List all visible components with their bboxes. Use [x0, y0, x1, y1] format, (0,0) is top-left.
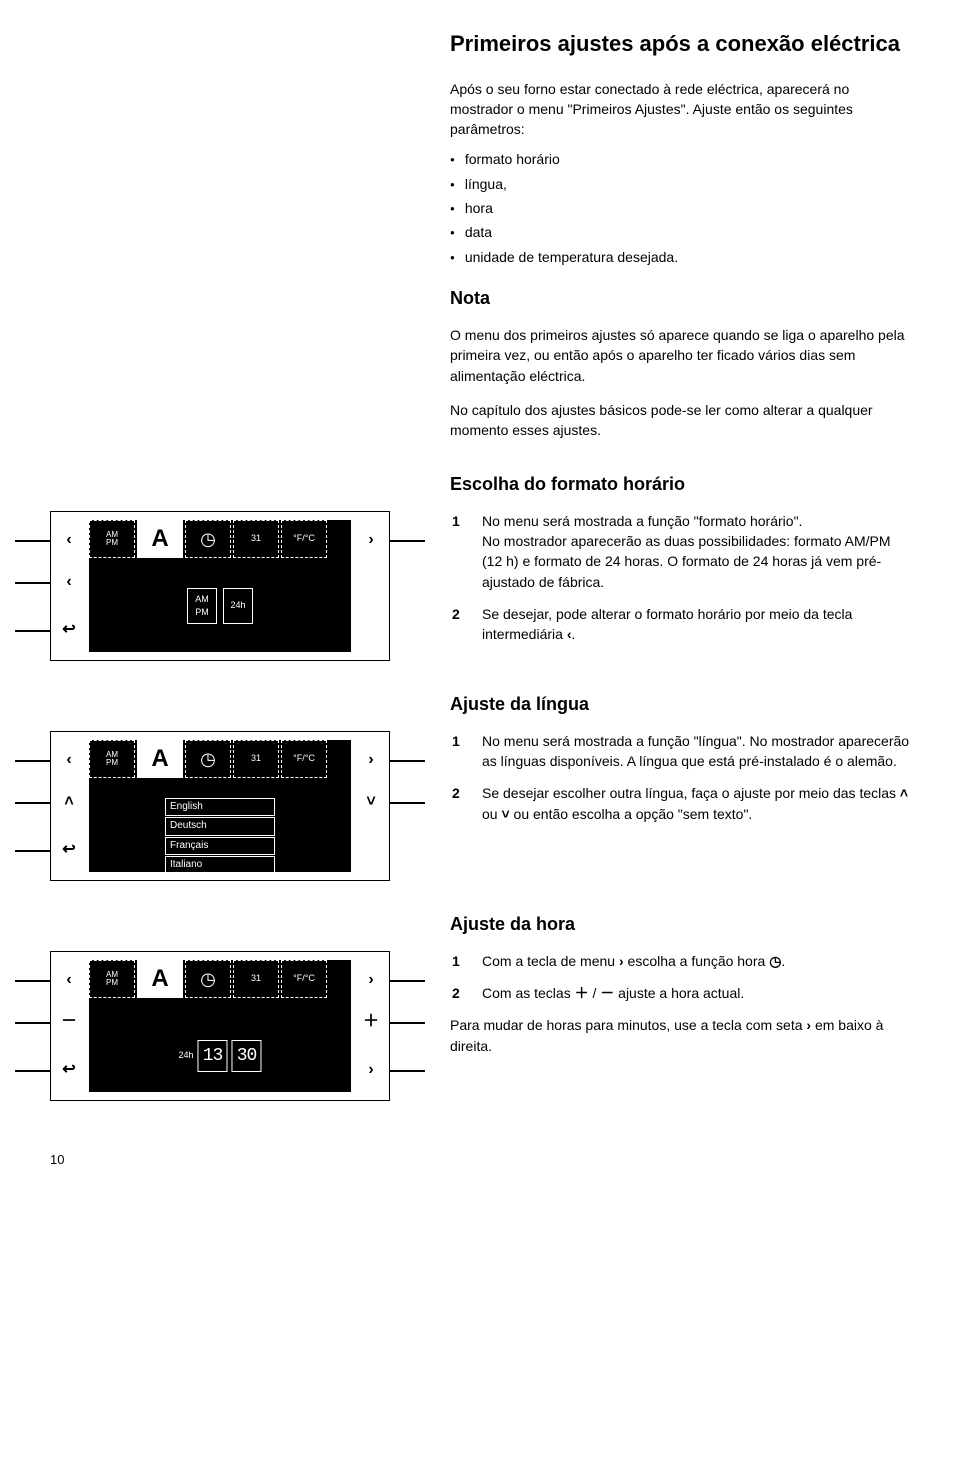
connector-line [15, 802, 51, 804]
nav-right-button[interactable]: › [359, 530, 383, 550]
down-button[interactable]: ˅ [359, 792, 383, 812]
language-option[interactable]: Français [165, 837, 275, 856]
down-arrow-icon: ˅ [501, 806, 509, 822]
tab-temp-unit[interactable]: °F/°C [281, 520, 327, 558]
connector-line [389, 760, 425, 762]
display-panel-time-format: ‹ ‹ ↩ › AM PM A ◷ 31 °F/°C AM [50, 511, 390, 661]
bullet-item: língua, [450, 174, 910, 194]
tab-ampm[interactable]: AM PM [89, 960, 135, 998]
step-text: Se desejar escolher outra língua, faça o… [482, 783, 910, 824]
section-heading: Ajuste da língua [450, 691, 910, 717]
connector-line [15, 540, 51, 542]
language-option[interactable]: Italiano [165, 856, 275, 875]
page-title: Primeiros ajustes após a conexão eléctri… [450, 30, 910, 59]
language-option[interactable]: Deutsch [165, 817, 275, 836]
nota-para-2: No capítulo dos ajustes básicos pode-se … [450, 400, 910, 441]
step-number: 1 [452, 951, 482, 971]
tab-language-active[interactable]: A [137, 960, 183, 998]
connector-line [15, 1070, 51, 1072]
connector-line [389, 980, 425, 982]
tab-clock[interactable]: ◷ [185, 740, 231, 778]
clock-24h-label: 24h [178, 1049, 193, 1062]
section-heading: Ajuste da hora [450, 911, 910, 937]
back-button[interactable]: ↩ [57, 1060, 81, 1080]
clock-minutes: 30 [232, 1040, 262, 1072]
back-button[interactable]: ↩ [57, 620, 81, 640]
nav-right-button[interactable]: › [359, 970, 383, 990]
nav-left-button[interactable]: ‹ [57, 530, 81, 550]
tab-language-active[interactable]: A [137, 740, 183, 778]
connector-line [389, 802, 425, 804]
nav-left-button[interactable]: ‹ [57, 750, 81, 770]
step-text: Com a tecla de menu › escolha a função h… [482, 951, 910, 971]
connector-line [15, 1022, 51, 1024]
nota-heading: Nota [450, 285, 910, 311]
nav-left-button[interactable]: ‹ [57, 970, 81, 990]
tab-calendar[interactable]: 31 [233, 960, 279, 998]
tab-clock[interactable]: ◷ [185, 960, 231, 998]
display-panel-hour: ‹ － ↩ › ＋ › AM PM A ◷ 31 °F/°C 24h [50, 951, 390, 1101]
lcd-screen: AM PM A ◷ 31 °F/°C English Deutsch Franç… [89, 740, 351, 872]
footer-paragraph: Para mudar de horas para minutos, use a … [450, 1015, 910, 1056]
step-text: No menu será mostrada a função "língua".… [482, 731, 910, 772]
bullet-item: data [450, 222, 910, 242]
section-heading: Escolha do formato horário [450, 471, 910, 497]
connector-line [389, 1022, 425, 1024]
chip-ampm[interactable]: AM PM [187, 588, 217, 624]
nav-right-button[interactable]: › [359, 1060, 383, 1080]
chip-24h[interactable]: 24h [223, 588, 253, 624]
step-text: Se desejar, pode alterar o formato horár… [482, 604, 910, 645]
up-arrow-icon: ˄ [900, 785, 908, 801]
connector-line [15, 850, 51, 852]
connector-line [15, 630, 51, 632]
connector-line [389, 540, 425, 542]
page-number: 10 [50, 1151, 910, 1170]
clock-hours: 13 [198, 1040, 228, 1072]
step-number: 2 [452, 783, 482, 824]
minus-button[interactable]: － [57, 1012, 81, 1032]
clock-icon: ◷ [769, 953, 781, 969]
tab-language-active[interactable]: A [137, 520, 183, 558]
step-number: 1 [452, 731, 482, 772]
connector-line [15, 582, 51, 584]
step-text: Com as teclas ＋ / － ajuste a hora actual… [482, 983, 910, 1003]
bullet-item: formato horário [450, 149, 910, 169]
nav-right-button[interactable]: › [359, 750, 383, 770]
intro-paragraph: Após o seu forno estar conectado à rede … [450, 79, 910, 140]
minus-icon: － [600, 985, 614, 1001]
connector-line [389, 1070, 425, 1072]
tab-temp-unit[interactable]: °F/°C [281, 960, 327, 998]
format-options: AM PM 24h [187, 588, 253, 624]
up-button[interactable]: ˄ [57, 792, 81, 812]
tab-ampm[interactable]: AM PM [89, 520, 135, 558]
plus-icon: ＋ [575, 985, 589, 1001]
plus-button[interactable]: ＋ [359, 1012, 383, 1032]
language-option[interactable]: English [165, 798, 275, 817]
tab-calendar[interactable]: 31 [233, 520, 279, 558]
step-number: 2 [452, 604, 482, 645]
param-bullets: formato horário língua, hora data unidad… [450, 149, 910, 266]
nav-left-button[interactable]: ‹ [57, 572, 81, 592]
bullet-item: unidade de temperatura desejada. [450, 247, 910, 267]
display-panel-language: ‹ ˄ ↩ › ˅ AM PM A ◷ 31 °F/°C English [50, 731, 390, 881]
step-number: 1 [452, 511, 482, 592]
nota-para-1: O menu dos primeiros ajustes só aparece … [450, 325, 910, 386]
back-button[interactable]: ↩ [57, 840, 81, 860]
tab-temp-unit[interactable]: °F/°C [281, 740, 327, 778]
tab-calendar[interactable]: 31 [233, 740, 279, 778]
tab-ampm[interactable]: AM PM [89, 740, 135, 778]
connector-line [15, 760, 51, 762]
clock-display: 24h 13 30 [178, 1040, 261, 1072]
bullet-item: hora [450, 198, 910, 218]
tab-clock[interactable]: ◷ [185, 520, 231, 558]
step-text: No menu será mostrada a função "formato … [482, 511, 910, 592]
step-number: 2 [452, 983, 482, 1003]
connector-line [15, 980, 51, 982]
lcd-screen: AM PM A ◷ 31 °F/°C AM PM 24h [89, 520, 351, 652]
language-list: English Deutsch Français Italiano [165, 798, 275, 876]
lcd-screen: AM PM A ◷ 31 °F/°C 24h 13 30 [89, 960, 351, 1092]
